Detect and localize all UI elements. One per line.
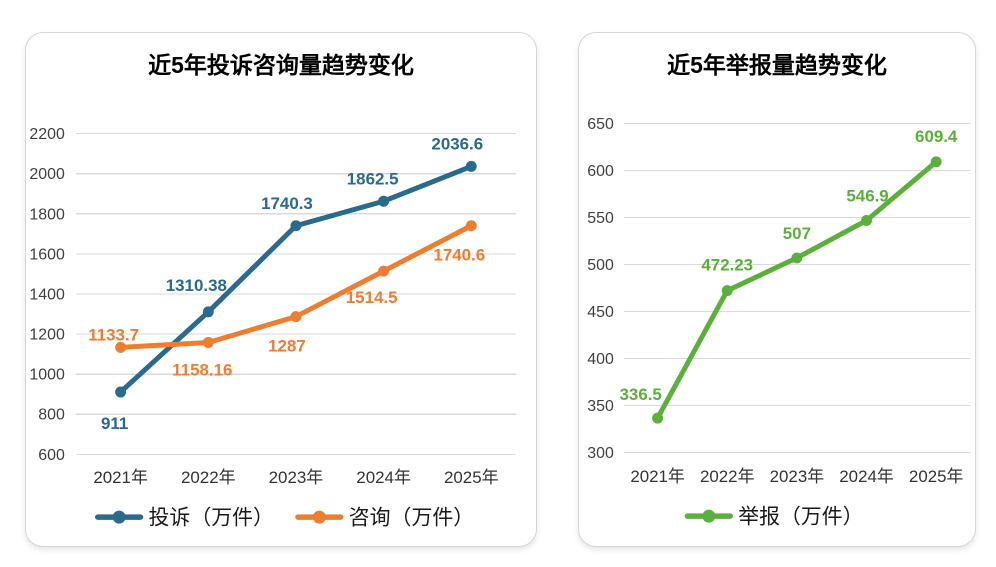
y-axis-tick-label: 1200 [29, 327, 65, 344]
y-axis-tick-label: 1000 [29, 367, 65, 384]
data-point-marker [290, 311, 302, 323]
y-axis-tick-label: 400 [587, 351, 614, 368]
data-point-marker [791, 252, 803, 264]
legend-item: 投诉（万件） [94, 507, 274, 530]
legend-label: 举报（万件） [738, 506, 863, 529]
reports-chart-title: 近5年举报量趋势变化 [667, 52, 887, 78]
y-axis-tick-label: 600 [38, 447, 65, 464]
data-point-marker [465, 220, 477, 232]
y-axis-tick-label: 1600 [29, 246, 65, 263]
y-axis-tick-label: 1400 [29, 286, 65, 303]
y-axis-tick-label: 650 [587, 116, 614, 133]
complaints-consultations-chart-card: 近5年投诉咨询量趋势变化 600 800 1000 1200 1400 1600 1800 2… [25, 32, 537, 547]
data-point-label: 472.23 [701, 256, 753, 275]
reports-chart-card: 近5年举报量趋势变化 300 350 400 450 500 550 600 650 2021年… [578, 32, 976, 547]
data-point-label: 1740.6 [433, 246, 485, 265]
x-axis-tick-label: 2025年 [444, 468, 499, 487]
legend-label: 咨询（万件） [349, 507, 474, 530]
data-point-marker [652, 412, 664, 424]
data-point-marker [202, 306, 214, 318]
data-point-marker [115, 341, 127, 353]
data-point-label: 1862.5 [347, 169, 399, 188]
data-point-marker [202, 337, 214, 348]
x-axis-tick-label: 2023年 [770, 467, 825, 486]
data-point-label: 1287 [268, 336, 306, 355]
data-point-marker [861, 214, 873, 226]
data-point-marker [378, 265, 390, 277]
y-axis-tick-label: 300 [587, 445, 614, 462]
legend-label: 投诉（万件） [149, 507, 274, 530]
x-axis-tick-label: 2024年 [356, 468, 411, 487]
x-axis-tick-label: 2024年 [839, 467, 894, 486]
x-axis-tick-label: 2023年 [269, 468, 324, 487]
y-axis-tick-label: 450 [587, 304, 614, 321]
reports-line-chart: 300 350 400 450 500 550 600 650 2021年 2022年 2023年 2… [587, 116, 971, 529]
data-point-label: 2036.6 [431, 134, 483, 153]
data-point-label: 911 [101, 414, 128, 433]
data-point-label: 1514.5 [346, 288, 398, 307]
y-axis-tick-label: 800 [38, 407, 65, 424]
x-axis-tick-label: 2022年 [181, 468, 236, 487]
data-point-label: 1310.38 [166, 276, 227, 295]
data-point-label: 1158.16 [172, 360, 232, 379]
data-point-label: 1133.7 [88, 325, 139, 344]
legend-point-marker [702, 509, 716, 523]
data-point-label: 507 [783, 224, 811, 243]
x-axis-tick-label: 2021年 [93, 468, 148, 487]
legend-item: 咨询（万件） [295, 507, 474, 530]
data-point-marker [115, 386, 127, 398]
data-point-label: 609.4 [915, 127, 958, 146]
data-point-marker [378, 195, 390, 207]
y-axis-tick-label: 550 [587, 210, 614, 227]
data-point-label: 336.5 [620, 385, 662, 404]
y-axis-tick-label: 2000 [29, 166, 65, 183]
legend-point-marker [112, 510, 126, 524]
legend-point-marker [312, 510, 326, 524]
y-axis-tick-label: 600 [587, 163, 614, 180]
y-axis-tick-label: 350 [587, 398, 614, 415]
complaints-consultations-line-chart: 600 800 1000 1200 1400 1600 1800 2000 2200 2021年 2… [29, 126, 517, 530]
x-axis-tick-label: 2025年 [909, 467, 964, 486]
data-point-marker [465, 160, 477, 172]
data-point-marker [290, 220, 302, 232]
y-axis-tick-label: 1800 [29, 206, 65, 223]
legend-item: 举报（万件） [684, 506, 863, 529]
series-line [655, 159, 939, 421]
x-axis-tick-label: 2022年 [700, 467, 755, 486]
complaints-chart-title: 近5年投诉咨询量趋势变化 [148, 52, 414, 78]
data-point-label: 546.9 [846, 187, 888, 206]
y-axis-tick-label: 500 [587, 257, 614, 274]
y-axis-tick-label: 2200 [29, 126, 65, 143]
x-axis-tick-label: 2021年 [630, 467, 685, 486]
data-point-marker [930, 156, 942, 168]
data-point-marker [721, 285, 733, 297]
data-point-label: 1740.3 [261, 194, 313, 213]
